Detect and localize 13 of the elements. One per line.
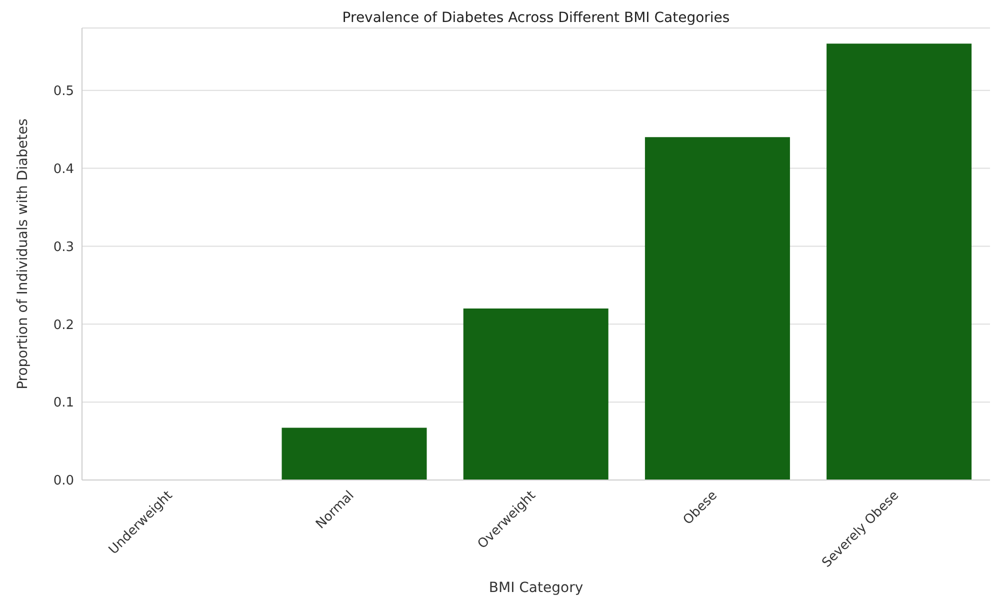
y-tick-label: 0.2 [53, 318, 74, 333]
bar [644, 137, 790, 480]
bar [282, 428, 427, 480]
y-tick-label: 0.1 [53, 396, 74, 411]
x-axis-title: BMI Category [488, 580, 584, 596]
y-tick-label: 0.3 [53, 240, 74, 255]
y-tick-label: 0.5 [53, 84, 74, 99]
chart-title: Prevalence of Diabetes Across Different BMI Categories [341, 10, 731, 26]
bar [826, 44, 972, 480]
bar [463, 308, 608, 480]
y-tick-label: 0.4 [53, 162, 74, 177]
y-axis-title: Proportion of Individuals with Diabetes [14, 118, 31, 390]
y-tick-label: 0.0 [53, 474, 74, 489]
